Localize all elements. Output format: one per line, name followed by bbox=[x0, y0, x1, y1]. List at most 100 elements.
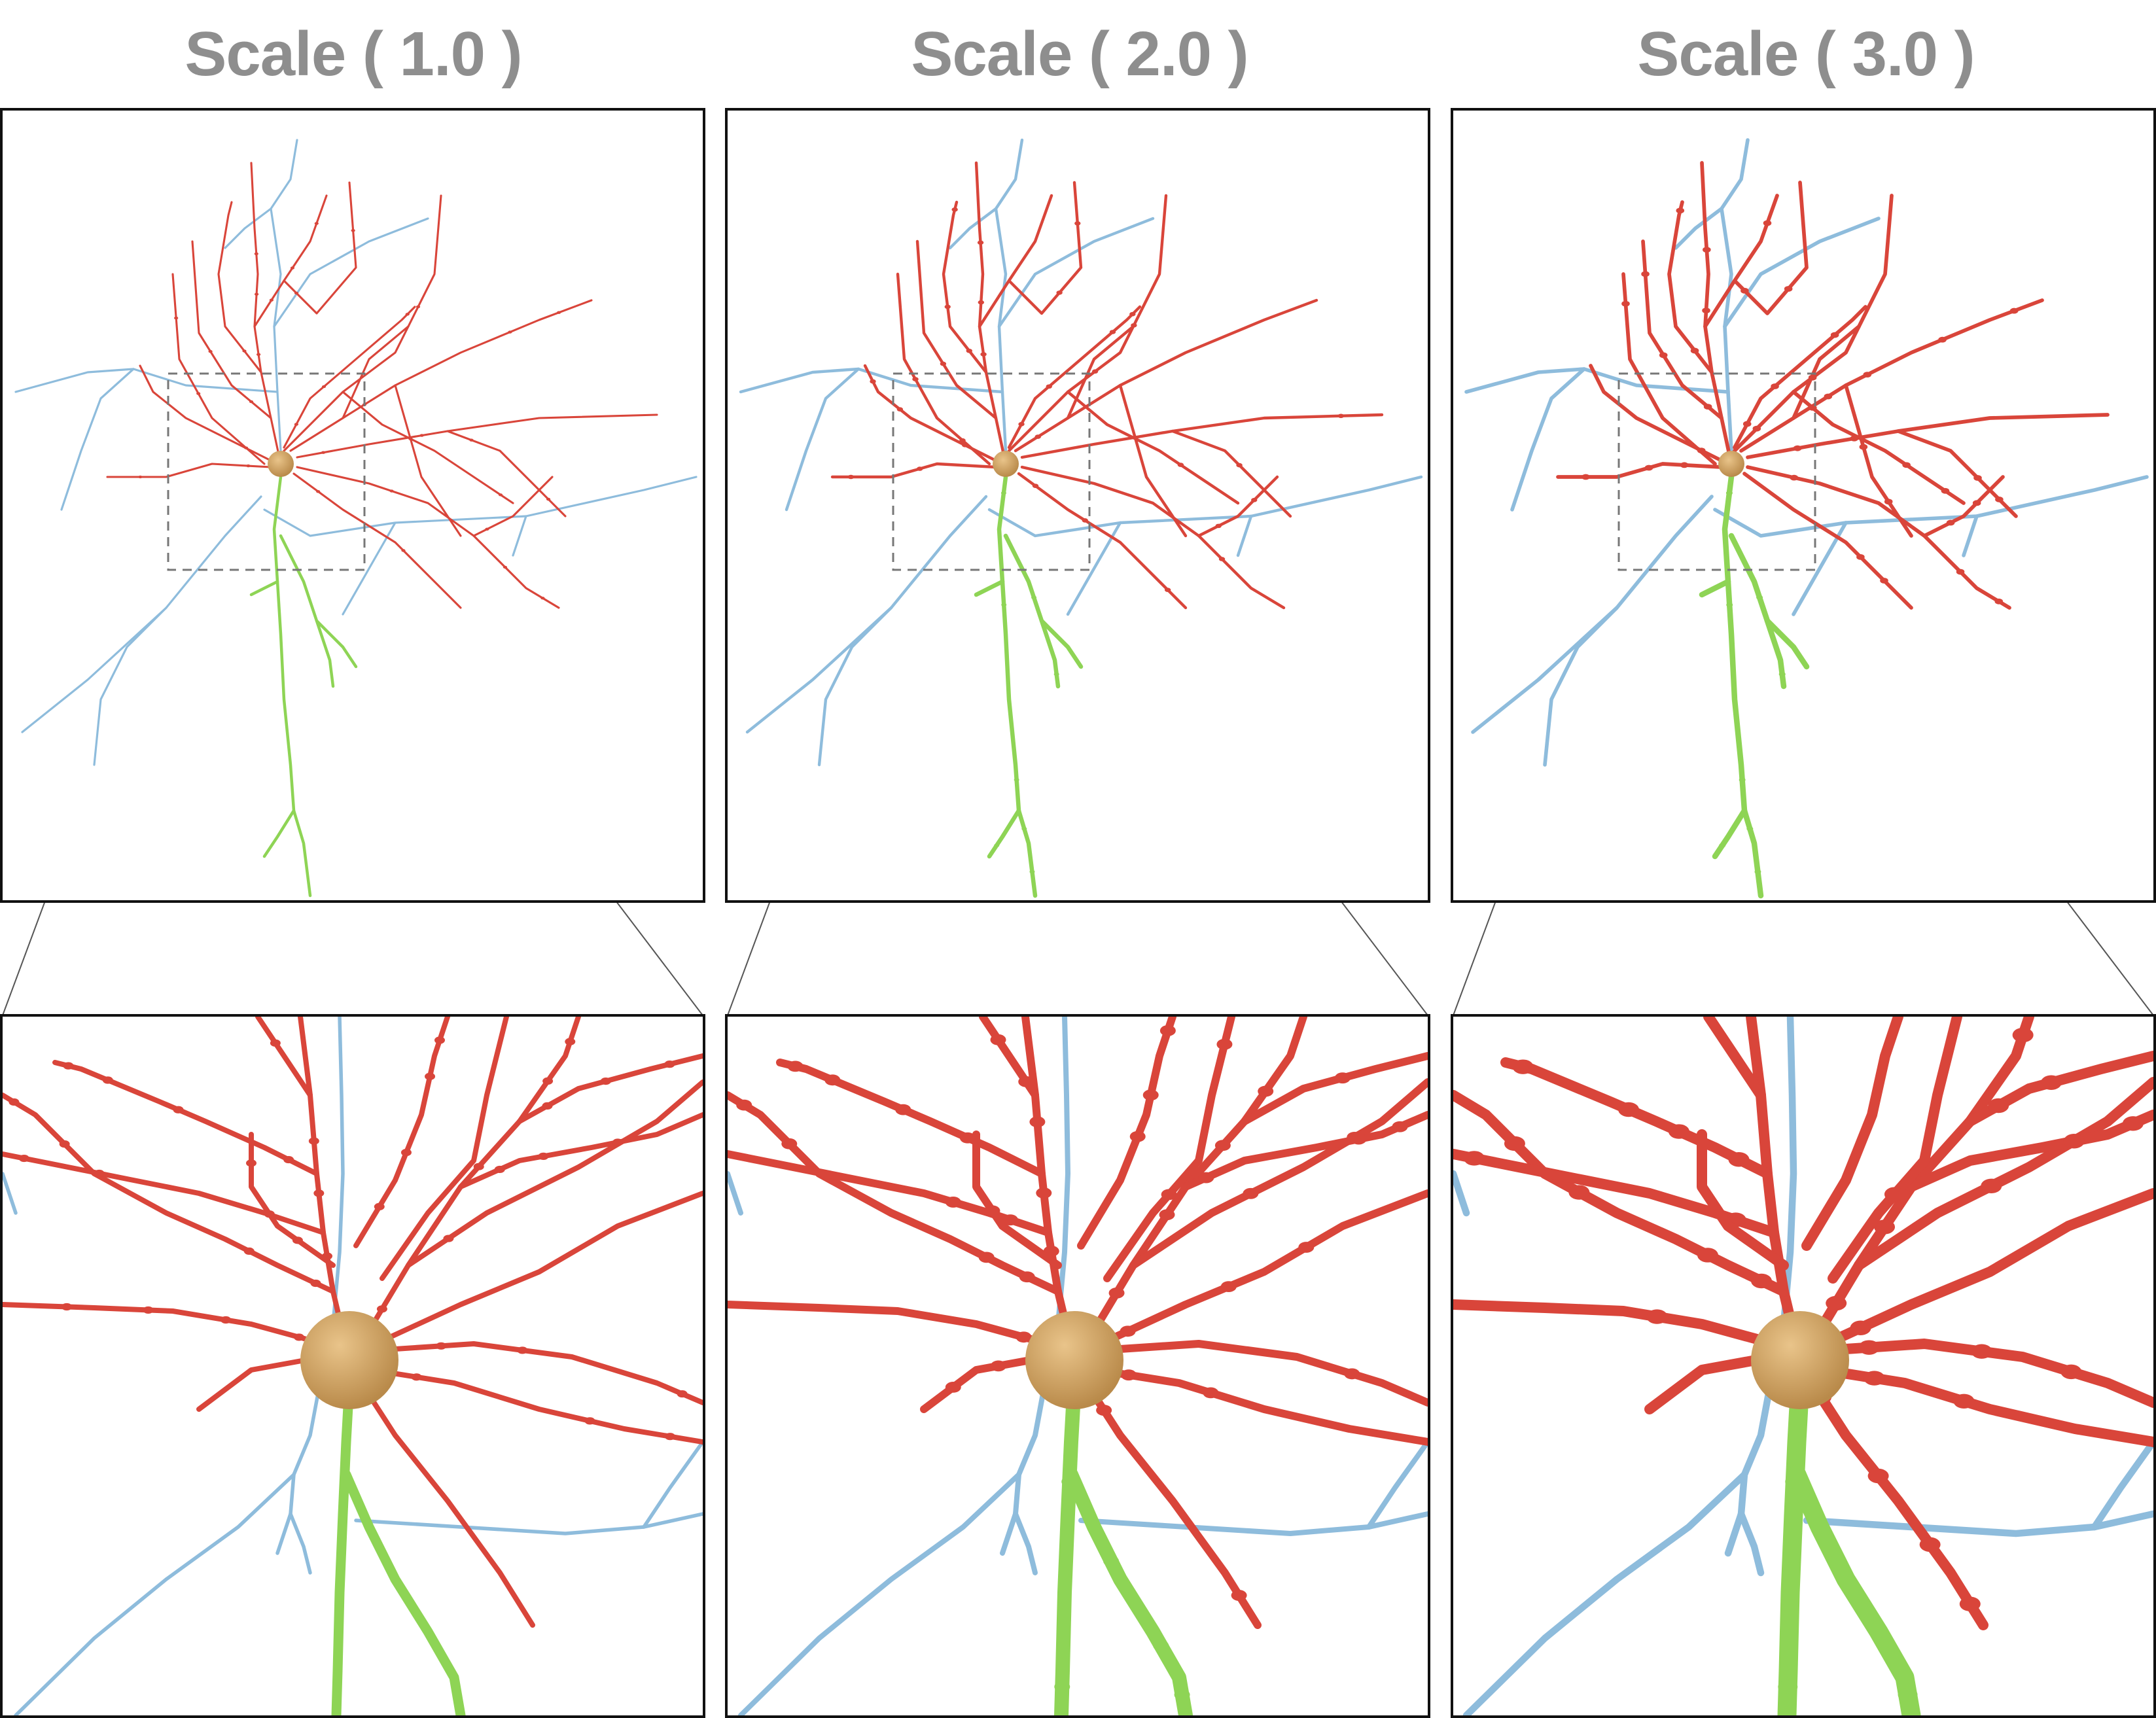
dendrite-varicosity bbox=[436, 1342, 447, 1350]
axon-green-branch bbox=[1764, 618, 1810, 670]
dendrite-varicosity bbox=[565, 1038, 576, 1045]
dendrite-branch bbox=[139, 364, 272, 462]
dendrite-varicosity bbox=[1938, 336, 1947, 343]
dendrite-varicosity bbox=[242, 349, 247, 353]
axon-blue-branch bbox=[1780, 1017, 1797, 1328]
dendrite-varicosity bbox=[1568, 1185, 1590, 1200]
dendrite bbox=[1556, 161, 2110, 610]
column-title-scale-3: Scale ( 3.0 ) bbox=[1637, 19, 1975, 89]
dendrite-branch bbox=[1453, 1299, 1779, 1349]
dendrite-varicosity bbox=[1464, 1151, 1485, 1166]
dendrite-branch bbox=[283, 181, 357, 315]
dendrite-branch bbox=[1703, 194, 1779, 328]
dendrite-branch bbox=[1066, 324, 1135, 420]
axon-green-branch bbox=[272, 475, 312, 898]
dendrite-varicosity bbox=[294, 1333, 305, 1341]
dendrite-varicosity bbox=[244, 446, 249, 449]
dendrite-varicosity bbox=[736, 1099, 752, 1111]
dendrite-varicosity bbox=[1016, 1331, 1032, 1343]
zoom-region-box bbox=[1617, 372, 1816, 571]
axon-green-varicosity bbox=[1877, 1639, 1897, 1653]
dendrite-varicosity bbox=[1826, 1295, 1847, 1311]
dendrite-varicosity bbox=[254, 292, 259, 296]
soma bbox=[1025, 1311, 1123, 1409]
dendrite-varicosity bbox=[1946, 519, 1955, 526]
overview-panel-scale-3 bbox=[1451, 108, 2156, 903]
dendrite-varicosity bbox=[2063, 1134, 2085, 1149]
dendrite-varicosity bbox=[781, 1138, 798, 1149]
dendrite-branch bbox=[1821, 1188, 2153, 1349]
dendrite-varicosity bbox=[1129, 311, 1136, 317]
axon-green-branch bbox=[1039, 618, 1084, 669]
dendrite-branch bbox=[1007, 305, 1142, 449]
dendrite-varicosity bbox=[990, 1034, 1006, 1045]
dendrite-varicosity bbox=[1082, 518, 1088, 523]
dendrite-branch bbox=[1020, 413, 1384, 459]
axon-blue-branch bbox=[273, 217, 429, 328]
dendrite-varicosity bbox=[321, 451, 326, 454]
dendrite-varicosity bbox=[966, 348, 972, 353]
axon-blue-branch bbox=[785, 367, 860, 512]
dendrite-varicosity bbox=[408, 437, 413, 440]
dendrite-varicosity bbox=[425, 1072, 436, 1080]
dendrite-branch bbox=[1453, 1090, 1789, 1297]
dendrite-varicosity bbox=[18, 1154, 29, 1163]
dendrite-varicosity bbox=[351, 229, 355, 232]
soma bbox=[300, 1311, 398, 1409]
dendrite-varicosity bbox=[246, 1159, 256, 1167]
dendrite-branch bbox=[517, 1053, 703, 1124]
dendrite-varicosity bbox=[1164, 587, 1171, 592]
dendrite-varicosity bbox=[1956, 569, 1965, 575]
dendrite-varicosity bbox=[208, 349, 213, 353]
dendrite-varicosity bbox=[542, 1077, 554, 1085]
dendrite-branch bbox=[52, 1060, 319, 1176]
dendrite-varicosity bbox=[485, 527, 489, 531]
axon-blue-branch bbox=[512, 515, 527, 557]
dendrite-varicosity bbox=[665, 1433, 676, 1441]
dendrite-varicosity bbox=[1159, 1025, 1176, 1036]
axon-green bbox=[331, 1378, 466, 1715]
dendrite-varicosity bbox=[1337, 413, 1345, 419]
dendrite-varicosity bbox=[254, 252, 258, 256]
dendrite-branch bbox=[1739, 298, 2044, 453]
dendrite-branch bbox=[915, 239, 998, 420]
axon-blue-branch bbox=[289, 1512, 312, 1575]
axon-green-varicosity bbox=[1000, 491, 1006, 495]
dendrite-branch bbox=[728, 1301, 1052, 1348]
axon-green-branch bbox=[1054, 1376, 1082, 1715]
dendrite-branch bbox=[1080, 1376, 1262, 1629]
dendrite-varicosity bbox=[1752, 425, 1761, 432]
dendrite-varicosity bbox=[419, 434, 424, 437]
dendrite-branch bbox=[978, 194, 1053, 328]
axon-green-varicosity bbox=[1053, 672, 1059, 676]
dendrite-varicosity bbox=[1109, 330, 1116, 334]
dendrite-varicosity bbox=[1659, 352, 1668, 359]
dendrite-varicosity bbox=[1032, 483, 1039, 488]
axon-green-varicosity bbox=[1726, 603, 1733, 608]
dendrite-varicosity bbox=[1830, 332, 1839, 338]
axon-green-branch bbox=[249, 580, 279, 597]
dendrite-varicosity bbox=[1919, 1537, 1941, 1552]
axon-blue-branch bbox=[1366, 1439, 1428, 1530]
dendrite-varicosity bbox=[1258, 1085, 1274, 1097]
neuron-overview-scale-2 bbox=[739, 138, 1423, 898]
dendrite-branch bbox=[1792, 324, 1861, 420]
axon-blue-branch bbox=[1737, 1510, 1765, 1577]
dendrite-varicosity bbox=[1981, 1178, 2002, 1194]
dendrite-varicosity bbox=[294, 423, 298, 426]
dendrite-varicosity bbox=[1036, 1187, 1052, 1199]
axon-blue-branch bbox=[1471, 495, 1714, 734]
dendrite-varicosity bbox=[405, 313, 410, 316]
dendrite-varicosity bbox=[1392, 1121, 1408, 1132]
dendrite-branch bbox=[1500, 1057, 1773, 1179]
axon-green bbox=[1777, 1373, 1921, 1715]
axon-green-varicosity bbox=[1725, 491, 1733, 496]
dendrite-varicosity bbox=[1941, 487, 1950, 494]
dendrite-varicosity bbox=[314, 222, 319, 225]
dendrite-varicosity bbox=[1129, 1131, 1146, 1142]
dendrite-varicosity bbox=[978, 300, 984, 305]
dendrite-varicosity bbox=[1771, 383, 1779, 389]
dendrite-varicosity bbox=[824, 1074, 841, 1086]
dendrite-varicosity bbox=[1046, 384, 1052, 389]
dendrite-varicosity bbox=[2012, 1027, 2034, 1043]
